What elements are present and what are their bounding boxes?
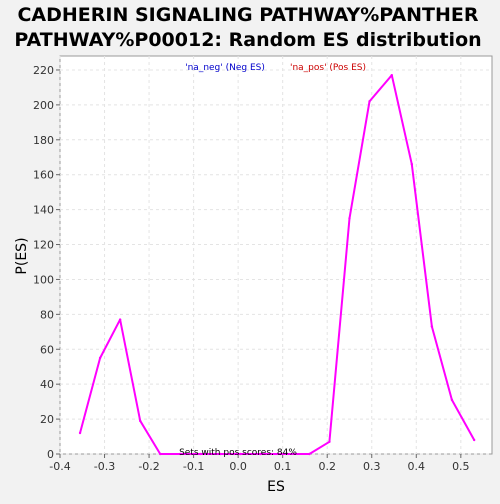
series-layer (78, 74, 476, 456)
data-point (348, 217, 351, 220)
y-tick-label: 0 (47, 448, 54, 461)
y-tick-label: 200 (33, 99, 54, 112)
data-point (219, 452, 222, 456)
y-tick-label: 100 (33, 273, 54, 286)
y-tick-label: 180 (33, 134, 54, 147)
y-tick-label: 20 (40, 413, 54, 426)
y-tick-label: 80 (40, 308, 54, 321)
x-tick-label: 0.5 (452, 460, 470, 473)
data-point (239, 452, 242, 456)
data-point (390, 74, 393, 77)
data-point (98, 356, 102, 360)
series-line-es-distribution (79, 74, 476, 455)
y-tick-label: 120 (33, 239, 54, 252)
data-point (410, 163, 414, 166)
x-tick-label: -0.2 (138, 460, 159, 473)
x-tick-label: 0.2 (318, 460, 336, 473)
x-tick-label: 0.3 (363, 460, 381, 473)
x-tick-label: 0.4 (408, 460, 426, 473)
x-tick-label: 0.1 (274, 460, 292, 473)
data-point (450, 398, 454, 402)
data-point (138, 419, 142, 423)
data-point (199, 452, 202, 456)
data-point (328, 440, 331, 443)
legend-entry-pos: 'na_pos' (Pos ES) (290, 63, 366, 73)
y-tick-label: 140 (33, 204, 54, 217)
axes: -0.4 -0.3 -0.2 -0.1 0.0 0.1 0.2 0.3 0.4 0.5 0 20 40 6… (33, 64, 470, 473)
grid (59, 56, 492, 455)
x-tick-label: -0.1 (183, 460, 204, 473)
pos-scores-annotation: Sets with pos scores: 84% (179, 448, 297, 458)
y-axis-label: P(ES) (14, 237, 30, 274)
x-tick-label: -0.3 (94, 460, 115, 473)
data-point (368, 100, 371, 103)
data-point (308, 452, 311, 456)
y-tick-label: 40 (40, 378, 54, 391)
data-point (78, 431, 82, 435)
legend-entry-neg: 'na_neg' (Neg ES) (185, 63, 265, 73)
chart-title-line1: CADHERIN SIGNALING PATHWAY%PANTHER (17, 4, 478, 26)
chart-title-line2: PATHWAY%P00012: Random ES distribution (14, 29, 481, 51)
x-axis-label: ES (267, 479, 285, 495)
plot-area (59, 55, 493, 455)
y-tick-label: 220 (33, 64, 54, 77)
y-tick-label: 160 (33, 169, 54, 182)
data-point (159, 452, 162, 456)
x-tick-label: -0.4 (49, 460, 70, 473)
data-point (472, 438, 476, 442)
data-point (118, 318, 122, 321)
data-point (430, 325, 434, 328)
data-point (279, 452, 282, 456)
y-tick-label: 60 (40, 343, 54, 356)
x-tick-label: 0.0 (229, 460, 247, 473)
data-point (259, 452, 262, 456)
data-point (179, 452, 182, 456)
